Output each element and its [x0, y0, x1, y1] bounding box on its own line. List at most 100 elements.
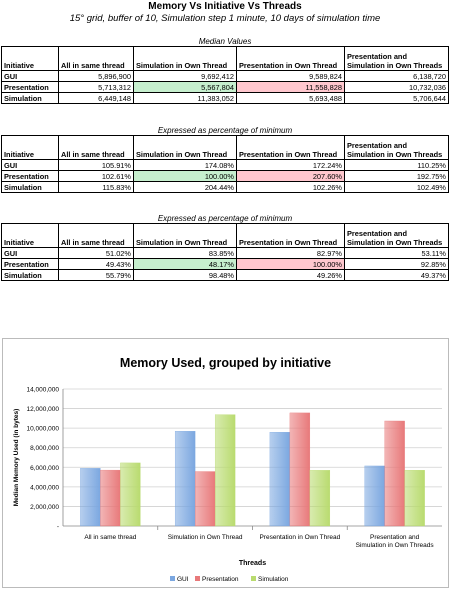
y-tick-label: 12,000,000 [26, 406, 59, 413]
column-header: Presentation in Own Thread [237, 136, 345, 160]
row-label: GUI [2, 248, 59, 259]
table-cell: 102.26% [237, 182, 345, 193]
table-cell: 110.25% [345, 160, 449, 171]
y-tick-label: - [57, 524, 59, 531]
chart-title: Memory Used, grouped by initiative [120, 356, 331, 370]
table-cell: 207.60% [237, 171, 345, 182]
table-cell: 55.79% [59, 270, 134, 281]
legend-label: Presentation [202, 576, 239, 583]
row-label: Simulation [2, 270, 59, 281]
column-header: Presentation and Simulation in Own Threa… [345, 47, 449, 71]
row-label: GUI [2, 160, 59, 171]
x-tick-label: Simulation in Own Thread [168, 534, 243, 541]
y-tick-label: 4,000,000 [30, 484, 59, 491]
column-header: All in same thread [59, 47, 134, 71]
column-header: All in same thread [59, 136, 134, 160]
row-label: Presentation [2, 171, 59, 182]
column-header: Presentation and Simulation in Own Threa… [345, 136, 449, 160]
table-cell: 48.17% [134, 259, 237, 270]
table-cell: 82.97% [237, 248, 345, 259]
y-axis-title: Median Memory Used (in bytes) [13, 409, 20, 507]
column-header: All in same thread [59, 224, 134, 248]
x-axis-title: Threads [239, 560, 266, 567]
row-label: GUI [2, 71, 59, 82]
bar-simulation [215, 415, 235, 526]
table-row: GUI 5,896,900 9,692,412 9,589,824 6,138,720 [2, 71, 449, 82]
row-label: Presentation [2, 259, 59, 270]
table-cell: 100.00% [134, 171, 237, 182]
table-cell: 9,692,412 [134, 71, 237, 82]
column-header: Presentation and Simulation in Own Threa… [345, 224, 449, 248]
column-header: Simulation in Own Thread [134, 136, 237, 160]
bar-presentation [385, 421, 405, 526]
table-cell: 102.61% [59, 171, 134, 182]
table-cell: 105.91% [59, 160, 134, 171]
table-row: Simulation 55.79% 98.48% 49.26% 49.37% [2, 270, 449, 281]
table-cell: 5,706,644 [345, 93, 449, 104]
column-header: Simulation in Own Thread [134, 224, 237, 248]
table-row: Presentation 49.43% 48.17% 100.00% 92.85% [2, 259, 449, 270]
table-cell: 49.26% [237, 270, 345, 281]
table-cell: 5,567,804 [134, 82, 237, 93]
table-header-row: Initiative All in same thread Simulation i… [2, 47, 449, 71]
legend-label: GUI [177, 576, 189, 583]
data-table: Initiative All in same thread Simulation i… [1, 46, 449, 104]
table-cell: 115.83% [59, 182, 134, 193]
table-cell: 174.08% [134, 160, 237, 171]
table-cell: 5,693,488 [237, 93, 345, 104]
y-tick-label: 6,000,000 [30, 465, 59, 472]
y-tick-label: 14,000,000 [26, 387, 59, 394]
table-cell: 6,449,148 [59, 93, 134, 104]
table-caption: Expressed as percentage of minimum [0, 126, 450, 135]
table-row: GUI 51.02% 83.85% 82.97% 53.11% [2, 248, 449, 259]
bar-gui [365, 466, 385, 526]
table-cell: 83.85% [134, 248, 237, 259]
table-cell: 51.02% [59, 248, 134, 259]
column-header: Initiative [2, 136, 59, 160]
table-cell: 11,558,828 [237, 82, 345, 93]
table-cell: 192.75% [345, 171, 449, 182]
column-header: Simulation in Own Thread [134, 47, 237, 71]
x-tick-label: Presentation and [370, 534, 420, 541]
data-table: Initiative All in same thread Simulation i… [1, 223, 449, 281]
y-tick-label: 2,000,000 [30, 504, 59, 511]
table-cell: 5,896,900 [59, 71, 134, 82]
bar-gui [80, 468, 100, 526]
table-header-row: Initiative All in same thread Simulation i… [2, 136, 449, 160]
table-cell: 5,713,312 [59, 82, 134, 93]
row-label: Simulation [2, 182, 59, 193]
chart-panel: Memory Used, grouped by initiative - 2,000… [2, 338, 449, 588]
bar-gui [270, 432, 290, 526]
page-subtitle: 15° grid, buffer of 10, Simulation step … [0, 13, 450, 24]
table-caption: Median Values [0, 37, 450, 46]
y-tick-label: 8,000,000 [30, 445, 59, 452]
bar-simulation [405, 470, 425, 526]
table-row: Presentation 5,713,312 5,567,804 11,558,828… [2, 82, 449, 93]
column-header: Initiative [2, 224, 59, 248]
table-cell: 49.37% [345, 270, 449, 281]
bar-presentation [290, 413, 310, 526]
bar-chart: Memory Used, grouped by initiative - 2,000… [3, 339, 448, 587]
legend-label: Simulation [258, 576, 289, 583]
table-caption: Expressed as percentage of minimum [0, 214, 450, 223]
table-cell: 6,138,720 [345, 71, 449, 82]
table-cell: 49.43% [59, 259, 134, 270]
table-cell: 92.85% [345, 259, 449, 270]
bar-gui [175, 431, 195, 526]
table-row: Simulation 6,449,148 11,383,052 5,693,488 5,… [2, 93, 449, 104]
data-table: Initiative All in same thread Simulation i… [1, 135, 449, 193]
page-title: Memory Vs Initiative Vs Threads [0, 1, 450, 12]
legend-swatch [195, 576, 200, 581]
table-cell: 53.11% [345, 248, 449, 259]
table-cell: 9,589,824 [237, 71, 345, 82]
column-header: Presentation in Own Thread [237, 47, 345, 71]
bar-presentation [195, 472, 215, 526]
y-tick-label: 10,000,000 [26, 426, 59, 433]
table-row: Simulation 115.83% 204.44% 102.26% 102.49% [2, 182, 449, 193]
column-header: Presentation in Own Thread [237, 224, 345, 248]
x-tick-label: Presentation in Own Thread [259, 534, 340, 541]
column-header: Initiative [2, 47, 59, 71]
row-label: Presentation [2, 82, 59, 93]
table-header-row: Initiative All in same thread Simulation i… [2, 224, 449, 248]
bar-presentation [100, 470, 120, 526]
